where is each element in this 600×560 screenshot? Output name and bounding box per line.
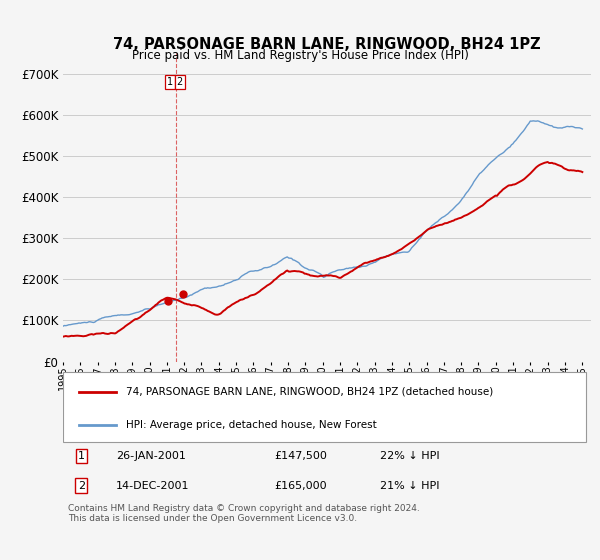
Text: 21% ↓ HPI: 21% ↓ HPI <box>380 480 439 491</box>
Text: 74, PARSONAGE BARN LANE, RINGWOOD, BH24 1PZ (detached house): 74, PARSONAGE BARN LANE, RINGWOOD, BH24 … <box>127 387 494 397</box>
Text: £165,000: £165,000 <box>274 480 327 491</box>
Text: £147,500: £147,500 <box>274 451 327 461</box>
Text: 14-DEC-2001: 14-DEC-2001 <box>116 480 190 491</box>
FancyBboxPatch shape <box>63 372 586 442</box>
Title: 74, PARSONAGE BARN LANE, RINGWOOD, BH24 1PZ: 74, PARSONAGE BARN LANE, RINGWOOD, BH24 … <box>113 37 541 52</box>
Text: HPI: Average price, detached house, New Forest: HPI: Average price, detached house, New … <box>127 420 377 430</box>
Text: 2: 2 <box>78 480 85 491</box>
Text: Price paid vs. HM Land Registry's House Price Index (HPI): Price paid vs. HM Land Registry's House … <box>131 49 469 62</box>
Text: Contains HM Land Registry data © Crown copyright and database right 2024.
This d: Contains HM Land Registry data © Crown c… <box>68 504 420 524</box>
Text: 26-JAN-2001: 26-JAN-2001 <box>116 451 185 461</box>
Text: 1: 1 <box>78 451 85 461</box>
Text: 1: 1 <box>167 77 173 87</box>
Text: 2: 2 <box>177 77 183 87</box>
Text: 22% ↓ HPI: 22% ↓ HPI <box>380 451 439 461</box>
